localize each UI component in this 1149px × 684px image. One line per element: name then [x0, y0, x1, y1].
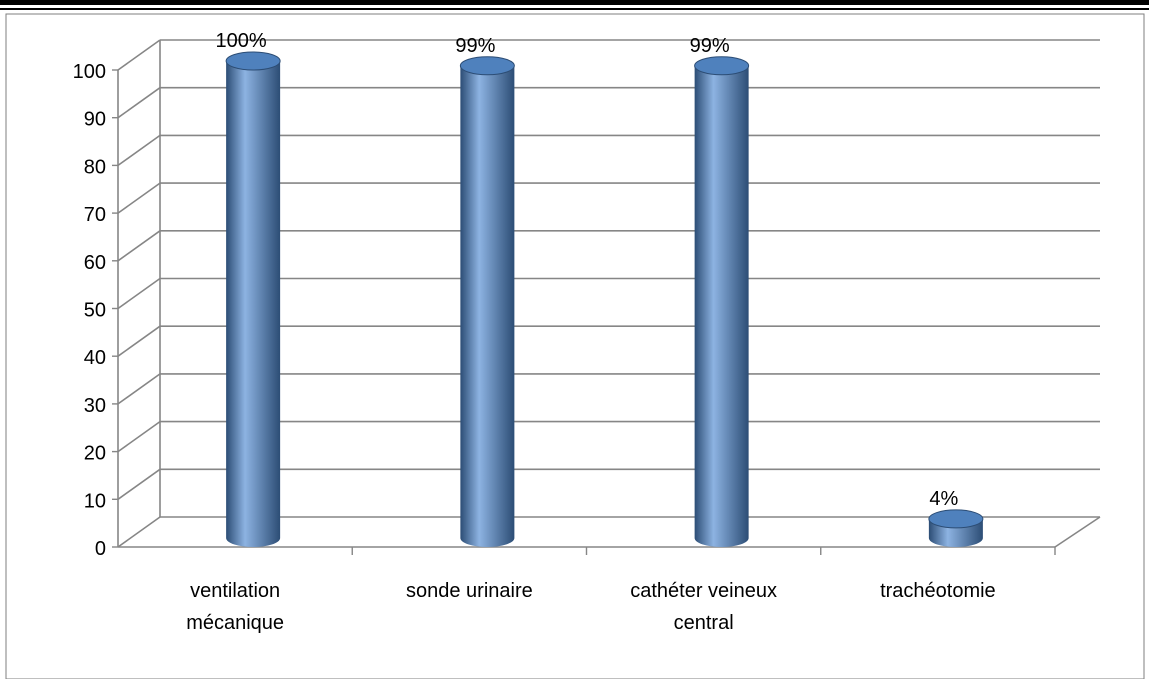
bar-top — [459, 56, 515, 76]
x-tick-label: ventilation mécanique — [186, 580, 284, 634]
y-tick-label: 30 — [84, 395, 106, 417]
y-tick-label: 20 — [84, 443, 106, 465]
bar-body — [226, 61, 281, 547]
y-tick-label: 50 — [84, 300, 106, 322]
y-tick-label: 10 — [84, 490, 106, 512]
axes — [112, 40, 1101, 555]
x-tick-label: sonde urinaire — [406, 580, 533, 602]
gridline-wall — [117, 87, 161, 119]
bar-top — [225, 51, 281, 71]
x-axis-tick-labels: ventilation mécanique sonde urinaire cathét… — [186, 580, 995, 634]
gridline-wall — [117, 373, 161, 405]
bar-body — [460, 65, 515, 548]
y-tick-label: 60 — [84, 252, 106, 274]
y-axis-tick-labels: 0 10 20 30 40 50 60 70 80 90 100 — [73, 61, 106, 560]
bar — [225, 51, 281, 547]
bar-top — [928, 509, 984, 529]
bar-body — [694, 65, 749, 548]
x-tick-label: trachéotomie — [880, 580, 996, 602]
gridline-wall — [117, 277, 161, 310]
data-label: 99% — [455, 35, 495, 57]
gridline-wall — [117, 468, 161, 500]
gridline-wall — [117, 182, 161, 214]
gridline-wall — [117, 230, 161, 262]
bar — [928, 509, 984, 547]
data-label: 4% — [929, 488, 958, 510]
y-tick-label: 70 — [84, 204, 106, 226]
bar-top — [694, 56, 750, 76]
y-tick-label: 40 — [84, 347, 106, 369]
gridline-wall — [117, 39, 161, 71]
gridline-wall — [117, 420, 161, 453]
y-tick-label: 100 — [73, 61, 106, 83]
y-tick-label: 90 — [84, 109, 106, 131]
gridline-wall — [117, 516, 161, 548]
x-tick-label: cathéter veineux central — [630, 580, 777, 634]
bar — [459, 56, 515, 548]
gridline-wall — [117, 134, 161, 167]
floor-edge — [1054, 516, 1101, 548]
y-tick-label: 0 — [95, 538, 106, 560]
bar — [694, 56, 750, 548]
data-labels: 100% 99% 99% 4% — [216, 30, 959, 510]
data-label: 99% — [690, 35, 730, 57]
data-label: 100% — [216, 30, 267, 52]
gridlines — [117, 39, 1100, 548]
gridline-wall — [117, 325, 161, 357]
y-tick-label: 80 — [84, 156, 106, 178]
bars — [225, 51, 984, 548]
